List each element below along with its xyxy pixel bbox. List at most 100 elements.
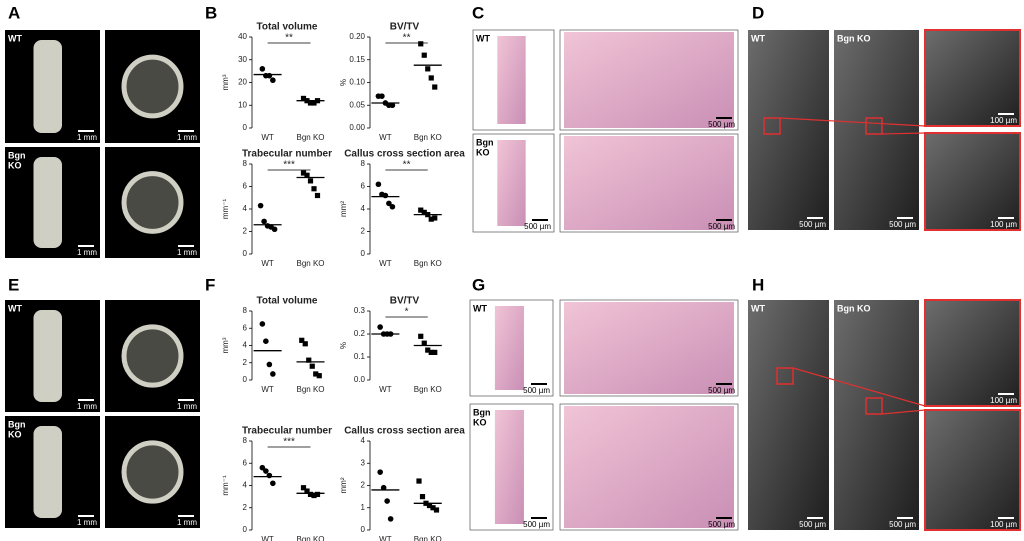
y-tick-label: 4 <box>361 436 366 445</box>
data-point <box>259 66 266 72</box>
data-point <box>307 491 314 497</box>
scale-label: 500 µm <box>889 520 916 529</box>
y-tick-label: 0.20 <box>349 32 365 41</box>
image-tile <box>834 30 919 230</box>
y-axis-label: mm² <box>339 201 348 217</box>
image-tile <box>748 30 829 230</box>
y-tick-label: 8 <box>243 306 248 315</box>
y-tick-label: 0 <box>243 123 248 132</box>
y-tick-label: 2 <box>243 227 248 236</box>
data-point <box>311 186 317 192</box>
zoom-box <box>776 367 794 385</box>
scale-label: 1 mm <box>77 402 97 411</box>
data-point <box>314 491 321 497</box>
y-tick-label: 10 <box>238 100 247 109</box>
data-point <box>426 502 433 509</box>
y-tick-label: 8 <box>361 159 366 168</box>
data-point <box>302 341 308 347</box>
x-tick-label: WT <box>379 133 392 142</box>
y-tick-label: 0 <box>361 249 366 258</box>
scale-label: 500 µm <box>708 222 735 231</box>
image-tile <box>834 300 919 530</box>
significance: ** <box>285 33 293 44</box>
bone-section <box>121 440 184 504</box>
image-label: KO <box>473 417 487 427</box>
data-point <box>259 321 266 327</box>
data-point <box>428 349 434 355</box>
image-tile <box>924 132 1021 231</box>
data-point <box>266 361 273 368</box>
data-point <box>421 340 427 346</box>
data-point <box>261 218 267 225</box>
data-point <box>270 77 276 84</box>
zoom-connector <box>881 132 926 135</box>
chart-title: Trabecular number <box>242 149 332 160</box>
image-label: WT <box>8 303 22 313</box>
y-tick-label: 0.10 <box>349 78 365 87</box>
panel-letter: D <box>752 3 764 22</box>
y-axis-label: mm³ <box>221 74 230 90</box>
image-label: Bgn <box>473 407 491 417</box>
data-point <box>389 203 396 210</box>
y-tick-label: 1 <box>361 503 366 512</box>
data-point <box>263 468 269 474</box>
panel-letter: E <box>8 275 19 294</box>
y-axis-label: mm⁻¹ <box>221 199 230 220</box>
data-point <box>421 52 427 58</box>
y-tick-label: 4 <box>243 204 248 213</box>
data-point <box>430 505 436 511</box>
bone-shape <box>33 310 62 402</box>
panel-letter: F <box>205 275 215 294</box>
image-tile <box>924 299 1021 407</box>
significance: ** <box>403 160 411 171</box>
x-tick-label: WT <box>261 133 274 142</box>
zoom-connector <box>779 117 926 127</box>
y-tick-label: 6 <box>361 182 366 191</box>
chart-title: BV/TV <box>390 22 420 33</box>
scale-label: 1 mm <box>177 518 197 527</box>
data-point <box>263 338 269 344</box>
y-tick-label: 6 <box>243 458 248 467</box>
chart-title: Callus cross section area <box>344 426 465 437</box>
y-axis-label: % <box>339 79 348 86</box>
chart-title: Total volume <box>257 22 318 33</box>
data-point <box>375 181 382 188</box>
y-tick-label: 0 <box>361 525 366 534</box>
image-label: Bgn <box>8 419 26 429</box>
x-tick-label: Bgn KO <box>414 259 442 268</box>
scale-label: 1 mm <box>77 133 97 142</box>
scale-label: 100 µm <box>990 220 1017 229</box>
y-tick-label: 8 <box>243 436 248 445</box>
data-point <box>307 100 314 106</box>
data-point <box>304 488 310 494</box>
data-point <box>259 464 266 471</box>
image-tile <box>924 29 1021 127</box>
bone-shape <box>33 426 62 518</box>
data-point <box>377 469 383 475</box>
image-tile <box>748 300 829 530</box>
data-point <box>387 516 394 522</box>
y-axis-label: mm³ <box>221 337 230 353</box>
scale-label: 500 µm <box>799 520 826 529</box>
x-tick-label: Bgn KO <box>296 535 324 541</box>
y-tick-label: 8 <box>243 159 248 168</box>
image-label: WT <box>751 303 765 313</box>
data-point <box>271 226 278 233</box>
x-tick-label: Bgn KO <box>414 535 442 541</box>
y-tick-label: 2 <box>361 481 366 490</box>
x-tick-label: WT <box>379 535 392 541</box>
panel-letter: G <box>472 275 485 294</box>
y-tick-label: 0.3 <box>354 306 366 315</box>
y-tick-label: 40 <box>238 32 247 41</box>
data-point <box>419 494 426 500</box>
y-tick-label: 0 <box>243 525 248 534</box>
data-point <box>300 170 307 176</box>
data-point <box>432 215 438 221</box>
chart-title: Callus cross section area <box>344 149 465 160</box>
y-tick-label: 4 <box>361 204 366 213</box>
data-point <box>304 172 310 178</box>
image-label: Bgn KO <box>837 303 871 313</box>
y-tick-label: 20 <box>238 78 247 87</box>
image-label: KO <box>476 147 490 157</box>
tissue <box>494 306 524 390</box>
